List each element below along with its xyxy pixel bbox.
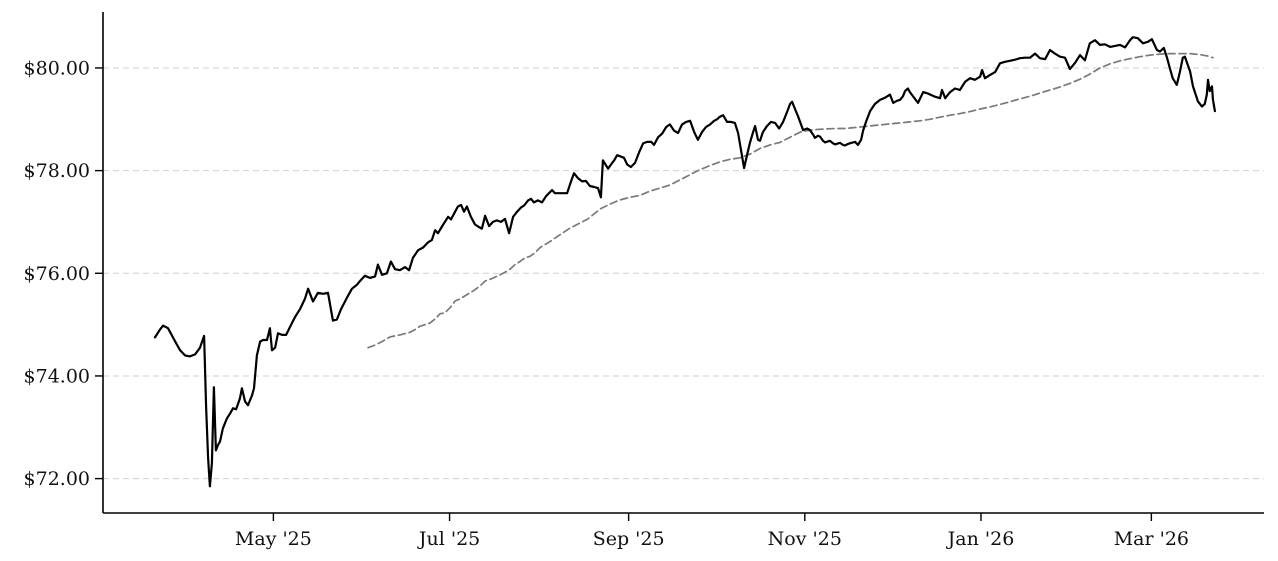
y-tick-label-2: $76.00 — [24, 263, 90, 285]
y-tick-label-0: $72.00 — [24, 468, 90, 490]
price-line — [153, 36, 1217, 488]
x-tick-label-5: Mar '26 — [1114, 528, 1189, 550]
x-tick-label-0: May '25 — [235, 528, 312, 550]
x-tick-label-2: Sep '25 — [593, 528, 665, 550]
y-tick-label-4: $80.00 — [24, 57, 90, 79]
x-tick-label-3: Nov '25 — [768, 528, 842, 550]
average-line-line — [367, 52, 1214, 349]
y-tick-label-3: $78.00 — [24, 160, 90, 182]
x-tick-label-4: Jan '26 — [946, 528, 1015, 550]
x-tick-label-1: Jul '25 — [417, 528, 480, 550]
y-tick-label-1: $74.00 — [24, 365, 90, 387]
